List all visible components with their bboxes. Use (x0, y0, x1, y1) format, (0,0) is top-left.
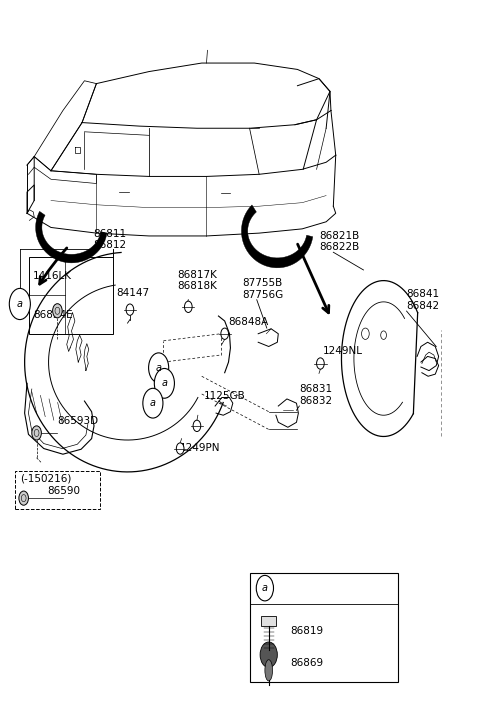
Circle shape (32, 426, 41, 440)
Text: 84147: 84147 (117, 288, 150, 298)
Bar (261, 616, 276, 626)
Text: a: a (262, 583, 268, 593)
Text: 86593D: 86593D (57, 416, 98, 426)
Text: 86821B
86822B: 86821B 86822B (320, 231, 360, 252)
Circle shape (126, 304, 134, 315)
Circle shape (193, 420, 201, 432)
Bar (250, 572, 398, 682)
Circle shape (149, 353, 168, 383)
Text: 86848A: 86848A (228, 317, 269, 327)
Text: a: a (161, 378, 168, 388)
Circle shape (176, 443, 184, 454)
Circle shape (317, 358, 324, 369)
Text: 1249PN: 1249PN (180, 443, 221, 453)
Bar (15, 471, 100, 510)
Text: (-150216): (-150216) (20, 474, 71, 484)
Bar (29, 257, 113, 334)
Text: 86590: 86590 (48, 486, 81, 496)
Circle shape (53, 304, 62, 318)
Circle shape (221, 328, 228, 339)
Ellipse shape (265, 660, 273, 681)
Text: 87755B
87756G: 87755B 87756G (242, 278, 283, 300)
Polygon shape (36, 212, 107, 263)
Text: 1125GB: 1125GB (204, 391, 246, 401)
Circle shape (9, 288, 30, 320)
Text: 86831
86832: 86831 86832 (300, 384, 333, 406)
Text: 86869: 86869 (290, 658, 324, 668)
Text: a: a (150, 398, 156, 408)
Circle shape (19, 491, 28, 506)
Text: 86834E: 86834E (33, 310, 73, 320)
Circle shape (256, 575, 274, 601)
Text: 86811
86812: 86811 86812 (94, 229, 127, 250)
Circle shape (184, 301, 192, 312)
Circle shape (155, 368, 174, 398)
Circle shape (260, 642, 277, 667)
Circle shape (143, 388, 163, 418)
Text: 1416LK: 1416LK (33, 271, 72, 280)
Text: 86817K
86818K: 86817K 86818K (177, 270, 216, 291)
Text: a: a (17, 299, 23, 309)
Text: 86819: 86819 (290, 626, 324, 636)
Text: 86841
86842: 86841 86842 (407, 290, 440, 311)
Text: 1249NL: 1249NL (323, 346, 362, 356)
Polygon shape (241, 205, 313, 268)
Text: a: a (156, 363, 162, 373)
